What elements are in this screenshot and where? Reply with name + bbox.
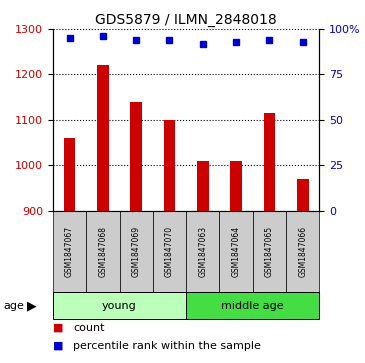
FancyBboxPatch shape	[186, 211, 219, 291]
Text: GSM1847066: GSM1847066	[298, 225, 307, 277]
Text: percentile rank within the sample: percentile rank within the sample	[73, 340, 261, 351]
Text: count: count	[73, 323, 104, 333]
FancyBboxPatch shape	[120, 211, 153, 291]
Bar	[130, 102, 142, 211]
Text: GSM1847067: GSM1847067	[65, 225, 74, 277]
Text: GSM1847064: GSM1847064	[232, 225, 241, 277]
Text: ■: ■	[53, 340, 64, 351]
Text: GSM1847065: GSM1847065	[265, 225, 274, 277]
Bar	[297, 179, 308, 211]
Text: GSM1847068: GSM1847068	[99, 226, 107, 277]
FancyBboxPatch shape	[286, 211, 319, 291]
FancyBboxPatch shape	[53, 211, 86, 291]
Bar	[264, 113, 275, 211]
FancyBboxPatch shape	[86, 211, 120, 291]
Text: ▶: ▶	[27, 299, 37, 312]
Bar	[97, 65, 109, 211]
Bar	[64, 138, 76, 211]
Text: GSM1847069: GSM1847069	[132, 225, 141, 277]
FancyBboxPatch shape	[186, 292, 319, 319]
Text: young: young	[102, 301, 137, 311]
FancyBboxPatch shape	[153, 211, 186, 291]
Text: age: age	[4, 301, 24, 311]
Bar	[197, 161, 209, 211]
FancyBboxPatch shape	[53, 292, 186, 319]
Text: GSM1847063: GSM1847063	[198, 225, 207, 277]
Bar	[164, 120, 175, 211]
FancyBboxPatch shape	[219, 211, 253, 291]
Title: GDS5879 / ILMN_2848018: GDS5879 / ILMN_2848018	[95, 13, 277, 26]
Bar	[230, 161, 242, 211]
FancyBboxPatch shape	[253, 211, 286, 291]
Text: ■: ■	[53, 323, 64, 333]
Text: GSM1847070: GSM1847070	[165, 225, 174, 277]
Text: middle age: middle age	[222, 301, 284, 311]
